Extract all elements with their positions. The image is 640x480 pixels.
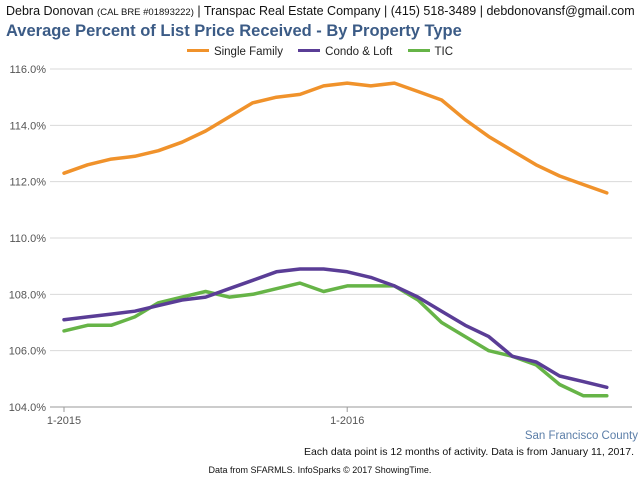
agent-name: Debra Donovan	[6, 4, 94, 18]
legend-item-tic[interactable]: TIC	[407, 46, 454, 58]
chart-legend: Single Family Condo & Loft TIC	[0, 46, 640, 58]
legend-label-condo-loft: Condo & Loft	[325, 46, 393, 58]
legend-item-condo-loft[interactable]: Condo & Loft	[298, 46, 392, 58]
tic-line	[62, 281, 609, 398]
legend-label-tic: TIC	[434, 46, 454, 58]
y-tick-label: 106.0%	[9, 346, 47, 358]
legend-swatch-condo-loft	[298, 49, 321, 53]
agent-contact-line: Debra Donovan (CAL BRE #01893222) | Tran…	[6, 4, 635, 18]
y-tick-label: 114.0%	[10, 120, 47, 132]
condo-loft-line	[62, 267, 609, 390]
agent-company: | Transpac Real Estate Company |	[197, 4, 388, 18]
agent-phone: (415) 518-3489	[390, 4, 477, 18]
agent-email: | debdonovansf@gmail.com	[479, 4, 635, 18]
y-tick-label: 112.0%	[10, 177, 47, 189]
region-label: San Francisco County	[524, 430, 638, 442]
data-source: Data from SFARMLS. InfoSparks © 2017 Sho…	[208, 465, 432, 475]
chart-footnote: Each data point is 12 months of activity…	[304, 446, 634, 458]
y-tick-label: 116.0%	[10, 64, 47, 76]
chart-title: Average Percent of List Price Received -…	[6, 22, 462, 40]
y-tick-label: 104.0%	[9, 402, 47, 414]
legend-swatch-tic	[407, 49, 430, 53]
y-tick-label: 108.0%	[9, 289, 47, 301]
legend-item-single-family[interactable]: Single Family	[186, 46, 283, 58]
agent-license: (CAL BRE #01893222)	[97, 7, 194, 18]
legend-swatch-single-family	[186, 49, 209, 53]
y-tick-label: 110.0%	[10, 233, 47, 245]
x-tick-label: 1-2015	[47, 415, 81, 427]
single-family-line	[62, 81, 609, 195]
legend-label-single-family: Single Family	[213, 46, 283, 58]
x-tick-label: 1-2016	[330, 415, 364, 427]
